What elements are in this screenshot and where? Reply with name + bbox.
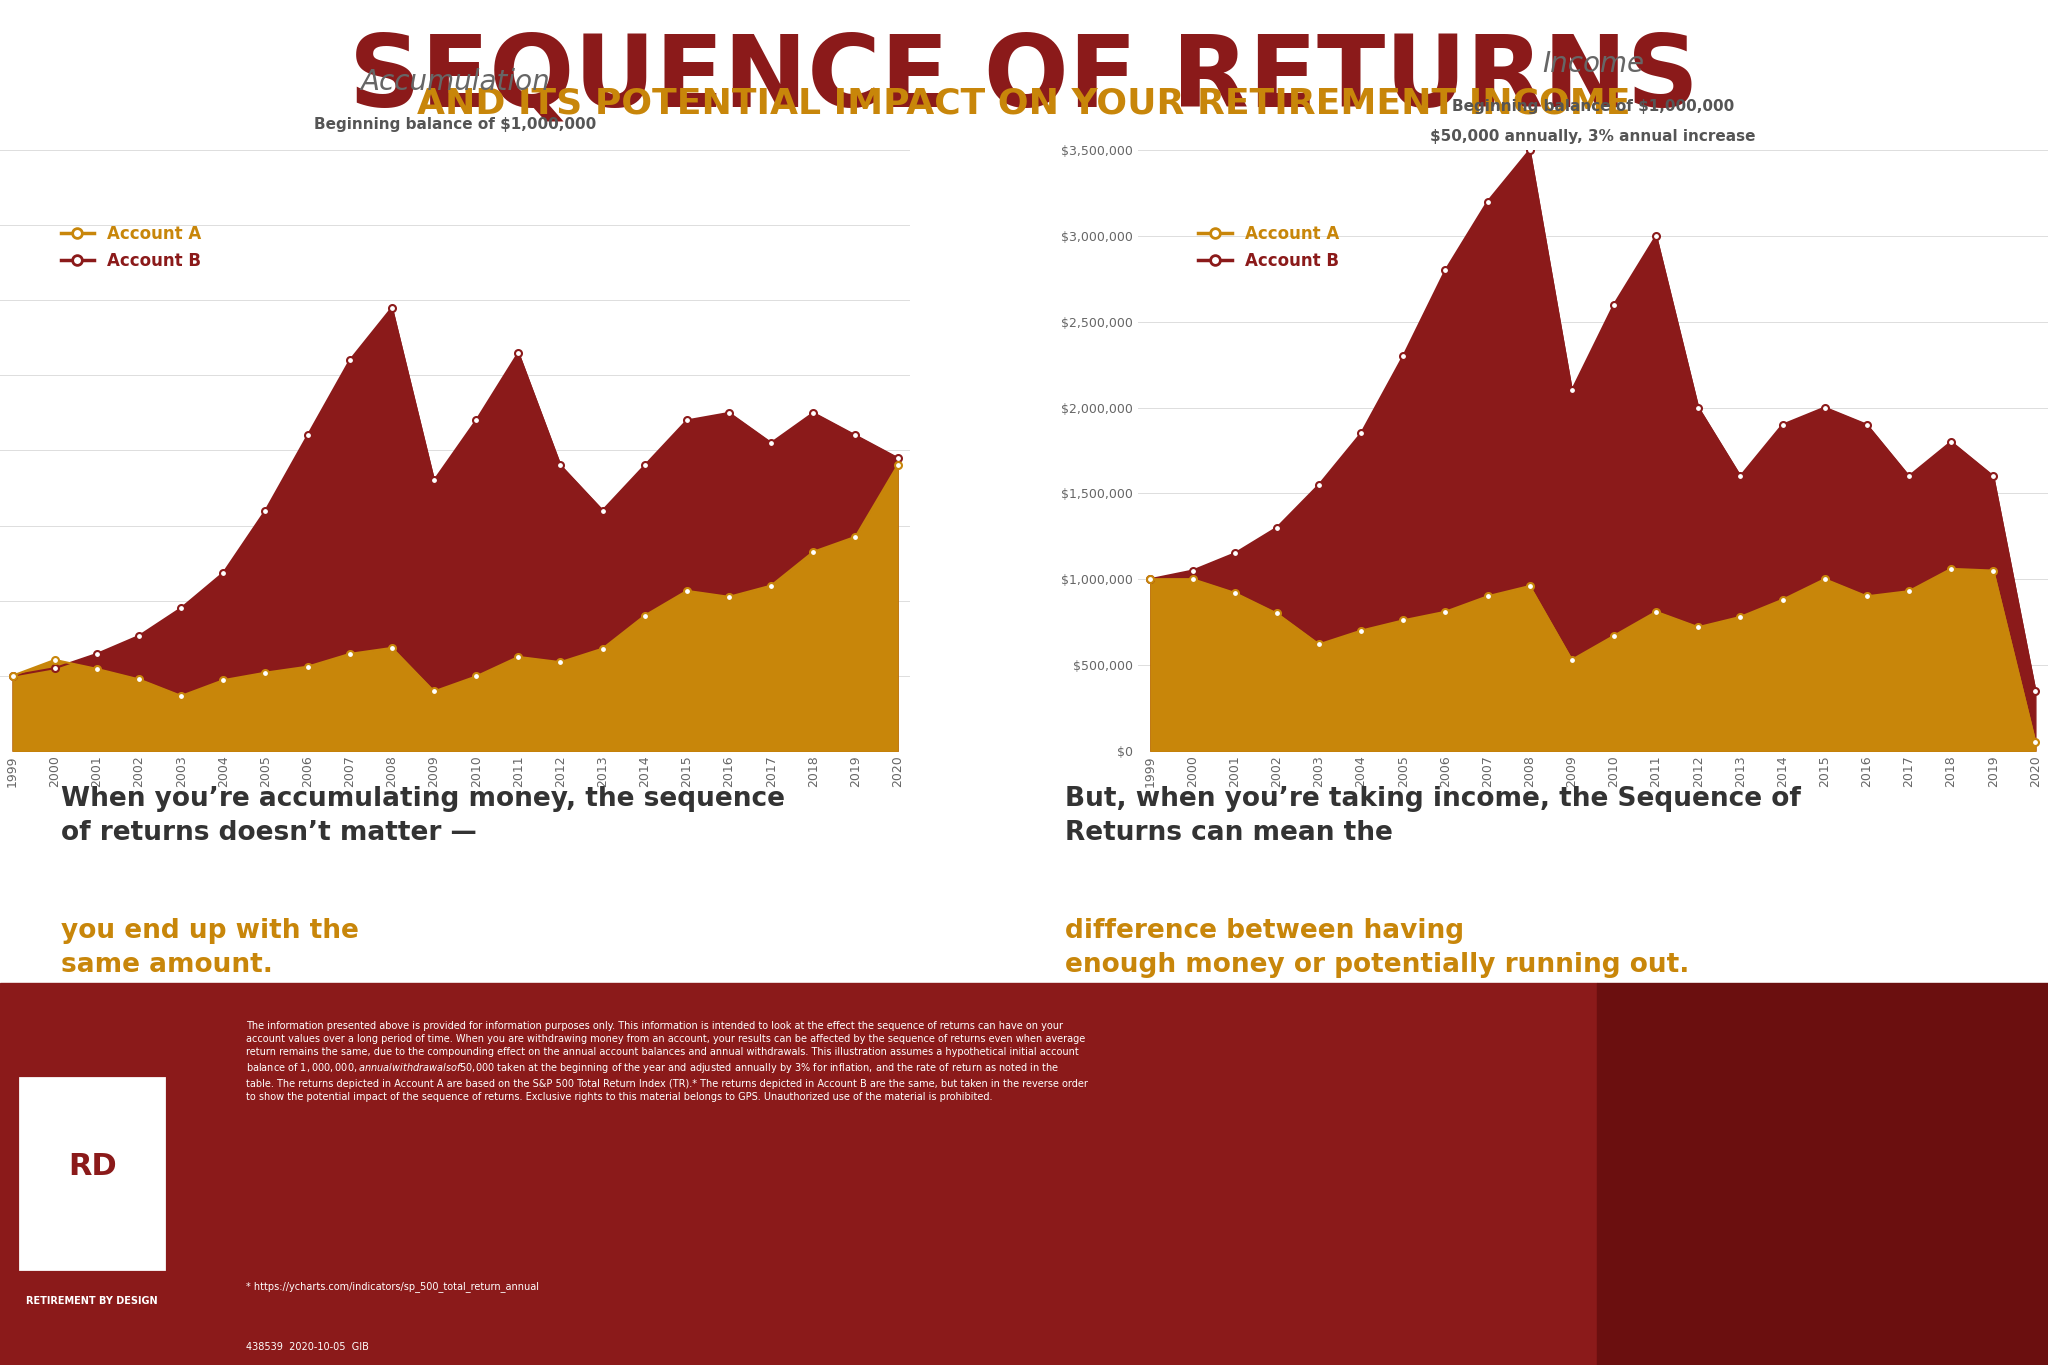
Bar — [0, 983, 1597, 1365]
Text: Beginning balance of $1,000,000: Beginning balance of $1,000,000 — [313, 117, 596, 132]
Text: Beginning balance of $1,000,000: Beginning balance of $1,000,000 — [1452, 100, 1735, 115]
Text: But, when you’re taking income, the Sequence of
Returns can mean the: But, when you’re taking income, the Sequ… — [1065, 786, 1800, 845]
Text: 438539  2020-10-05  GIB: 438539 2020-10-05 GIB — [246, 1342, 369, 1353]
FancyBboxPatch shape — [20, 1078, 164, 1269]
Text: RETIREMENT BY DESIGN: RETIREMENT BY DESIGN — [27, 1297, 158, 1306]
Bar — [1597, 983, 2048, 1365]
Text: Accumulation: Accumulation — [360, 68, 551, 96]
Text: SEQUENCE OF RETURNS: SEQUENCE OF RETURNS — [348, 30, 1700, 127]
Text: The information presented above is provided for information purposes only. This : The information presented above is provi… — [246, 1021, 1087, 1102]
Legend: Account A, Account B: Account A, Account B — [1192, 218, 1346, 276]
Text: $50,000 annually, 3% annual increase: $50,000 annually, 3% annual increase — [1430, 130, 1755, 145]
Text: Income: Income — [1542, 51, 1645, 78]
Text: When you’re accumulating money, the sequence
of returns doesn’t matter —: When you’re accumulating money, the sequ… — [61, 786, 786, 845]
Text: * https://ycharts.com/indicators/sp_500_total_return_annual: * https://ycharts.com/indicators/sp_500_… — [246, 1280, 539, 1291]
Text: difference between having
enough money or potentially running out.: difference between having enough money o… — [1065, 917, 1690, 977]
Text: you end up with the
same amount.: you end up with the same amount. — [61, 917, 358, 977]
Text: AND ITS POTENTIAL IMPACT ON YOUR RETIREMENT INCOME: AND ITS POTENTIAL IMPACT ON YOUR RETIREM… — [418, 86, 1630, 120]
Text: RD: RD — [68, 1152, 117, 1181]
Legend: Account A, Account B: Account A, Account B — [53, 218, 209, 276]
